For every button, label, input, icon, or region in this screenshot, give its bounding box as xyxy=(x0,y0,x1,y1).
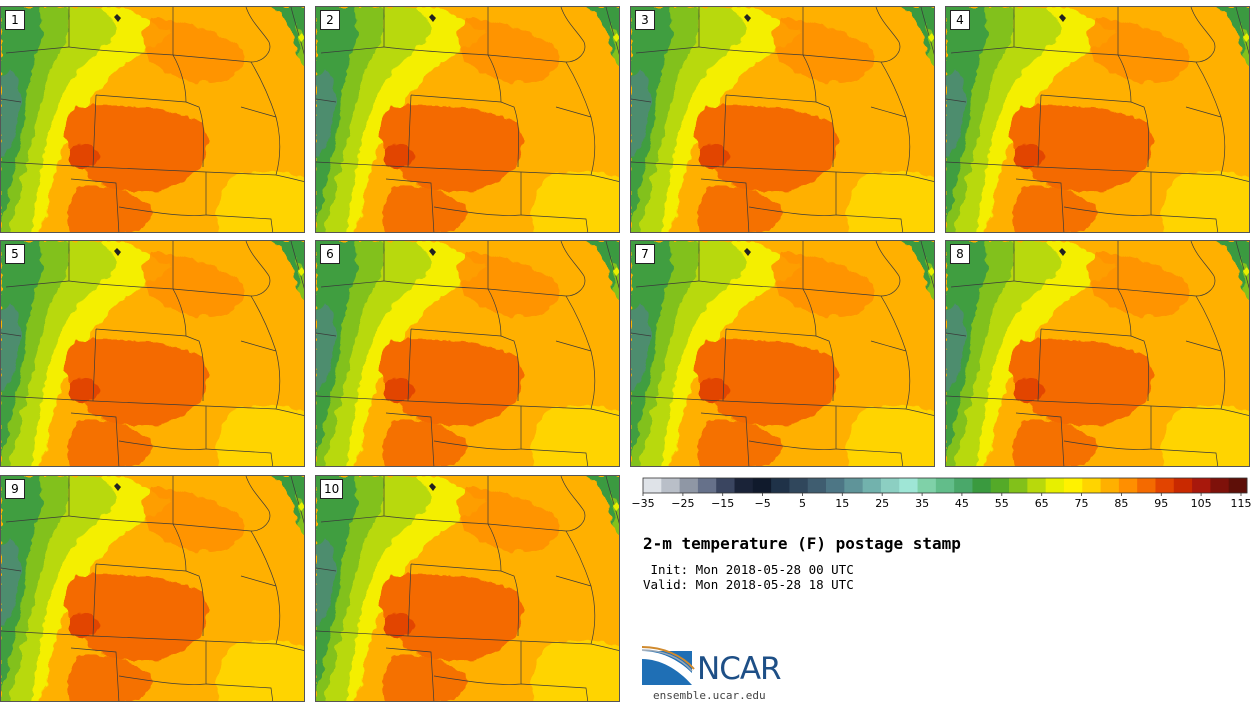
member-label: 10 xyxy=(320,479,344,499)
temperature-map xyxy=(1,241,305,467)
member-label: 7 xyxy=(635,244,655,264)
colorbar-swatch xyxy=(643,478,662,493)
colorbar-tick-label: 65 xyxy=(1035,497,1049,510)
colorbar-swatch xyxy=(1173,478,1193,493)
colorbar-tick-label: 95 xyxy=(1154,497,1168,510)
colorbar-swatch xyxy=(917,478,937,493)
postage-stamp-5[interactable]: 5 xyxy=(0,240,305,467)
colorbar-swatch xyxy=(734,478,754,493)
colorbar-swatch xyxy=(1063,478,1083,493)
colorbar-tick-label: 45 xyxy=(955,497,969,510)
ncar-brand: NCAR xyxy=(697,651,782,687)
colorbar-swatch xyxy=(899,478,918,493)
temperature-map xyxy=(946,241,1250,467)
postage-stamp-7[interactable]: 7 xyxy=(630,240,935,467)
colorbar-swatch xyxy=(1009,478,1028,493)
temperature-map xyxy=(1,7,305,233)
temperature-map xyxy=(946,7,1250,233)
colorbar-tick-label: 5 xyxy=(799,497,806,510)
postage-stamp-9[interactable]: 9 xyxy=(0,475,305,702)
member-label: 9 xyxy=(5,479,25,499)
colorbar-swatch xyxy=(771,478,790,493)
colorbar-swatch xyxy=(826,478,845,493)
temperature-map xyxy=(316,476,620,702)
postage-stamp-2[interactable]: 2 xyxy=(315,6,620,233)
colorbar-swatch xyxy=(935,478,955,493)
member-label: 2 xyxy=(320,10,340,30)
colorbar-swatch xyxy=(1192,478,1211,493)
temperature-map xyxy=(631,7,935,233)
temperature-map xyxy=(631,241,935,467)
colorbar-tick-label: 25 xyxy=(875,497,889,510)
temperature-map xyxy=(1,476,305,702)
colorbar-swatch xyxy=(862,478,882,493)
colorbar-frame xyxy=(642,477,1248,494)
colorbar-swatch xyxy=(789,478,809,493)
colorbar-swatch xyxy=(990,478,1010,493)
postage-stamp-6[interactable]: 6 xyxy=(315,240,620,467)
colorbar-swatch xyxy=(679,478,699,493)
colorbar-tick-label: 115 xyxy=(1231,497,1252,510)
colorbar-swatch xyxy=(844,478,864,493)
colorbar-tick-label: −25 xyxy=(671,497,694,510)
colorbar-swatch xyxy=(1027,478,1047,493)
member-label: 6 xyxy=(320,244,340,264)
colorbar-swatch xyxy=(972,478,992,493)
temperature-map xyxy=(316,241,620,467)
colorbar-tick-label: 35 xyxy=(915,497,929,510)
temperature-colorbar: −35 −25 −15 −5 5 15 25 35 45 55 65 75 85 95 105 115 xyxy=(631,477,1252,510)
colorbar-swatch xyxy=(1082,478,1101,493)
colorbar-swatch xyxy=(661,478,680,493)
member-label: 5 xyxy=(5,244,25,264)
colorbar-tick-label: 55 xyxy=(995,497,1009,510)
postage-stamp-1[interactable]: 1 xyxy=(0,6,305,233)
postage-stamp-8[interactable]: 8 xyxy=(945,240,1250,467)
colorbar-swatch xyxy=(880,478,900,493)
colorbar-swatch xyxy=(1155,478,1175,493)
colorbar-tick-label: 15 xyxy=(835,497,849,510)
colorbar-swatch xyxy=(752,478,772,493)
temperature-map xyxy=(316,7,620,233)
postage-stamp-10[interactable]: 10 xyxy=(315,475,620,702)
colorbar-swatch xyxy=(1228,478,1248,493)
colorbar-tick-label: 85 xyxy=(1114,497,1128,510)
colorbar-swatch xyxy=(1118,478,1138,493)
postage-stamp-4[interactable]: 4 xyxy=(945,6,1250,233)
colorbar-tick-label: 105 xyxy=(1191,497,1212,510)
colorbar-swatch xyxy=(954,478,973,493)
colorbar-tick-label: 75 xyxy=(1075,497,1089,510)
valid-time: Valid: Mon 2018-05-28 18 UTC xyxy=(643,577,854,592)
colorbar-tick-label: −5 xyxy=(754,497,770,510)
colorbar-tick-label: −15 xyxy=(711,497,734,510)
colorbar-swatch xyxy=(807,478,827,493)
colorbar-swatch xyxy=(697,478,717,493)
member-label: 8 xyxy=(950,244,970,264)
colorbar-swatch xyxy=(1045,478,1065,493)
member-label: 1 xyxy=(5,10,25,30)
colorbar-swatch xyxy=(1137,478,1156,493)
init-time: Init: Mon 2018-05-28 00 UTC xyxy=(643,562,854,577)
site-url[interactable]: ensemble.ucar.edu xyxy=(653,689,766,702)
colorbar-tick-label: −35 xyxy=(631,497,654,510)
member-label: 4 xyxy=(950,10,970,30)
colorbar-swatch xyxy=(1100,478,1120,493)
postage-stamp-3[interactable]: 3 xyxy=(630,6,935,233)
colorbar-swatch xyxy=(716,478,735,493)
colorbar-swatch xyxy=(1210,478,1230,493)
page-title: 2-m temperature (F) postage stamp xyxy=(643,534,961,553)
member-label: 3 xyxy=(635,10,655,30)
ncar-logo-icon xyxy=(642,646,695,685)
